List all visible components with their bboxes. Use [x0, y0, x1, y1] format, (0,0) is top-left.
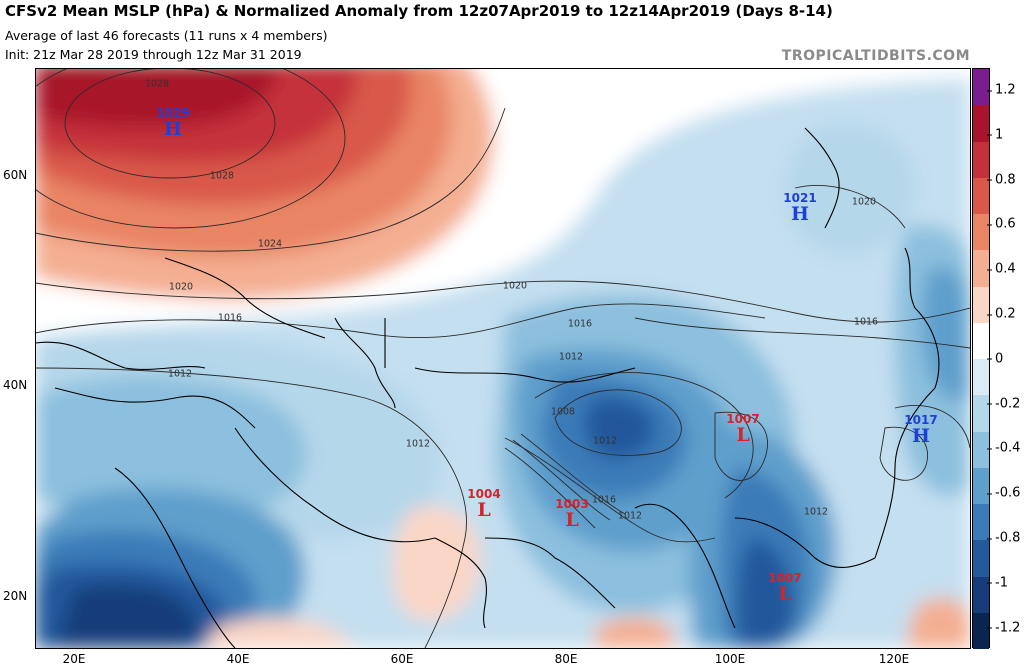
- pressure-letter: L: [736, 424, 750, 446]
- colorbar-segment: [973, 141, 989, 178]
- colorbar-tick-label: 1.2: [987, 82, 1016, 98]
- map-title: CFSv2 Mean MSLP (hPa) & Normalized Anoma…: [5, 2, 833, 20]
- colorbar-segment: [973, 359, 989, 396]
- low-pressure-center: 1004 L: [467, 488, 500, 520]
- isobar-label: 1008: [550, 406, 576, 418]
- colorbar-tick-label: -1: [987, 575, 1008, 591]
- anomaly-map: [35, 68, 970, 648]
- colorbar-segment: [973, 250, 989, 287]
- pressure-value: 1029: [156, 106, 190, 120]
- init-time: Init: 21z Mar 28 2019 through 12z Mar 31…: [5, 47, 302, 62]
- pressure-value: 1021: [783, 191, 817, 205]
- pressure-value: 1004: [467, 487, 501, 501]
- colorbar-tick-label: 1: [986, 127, 1004, 143]
- pressure-letter: L: [778, 583, 792, 605]
- colorbar-tick-label: 0.6: [987, 216, 1016, 232]
- pressure-letter: L: [565, 509, 579, 531]
- isobar-label: 1012: [167, 368, 193, 380]
- coastlines: [35, 127, 940, 648]
- pressure-value: 1003: [555, 497, 589, 511]
- high-pressure-center: 1029 H: [156, 107, 189, 139]
- colorbar-segment: [973, 69, 989, 106]
- isobar-label: 1028: [144, 78, 170, 90]
- colorbar-segment: [973, 105, 989, 142]
- isobar-label: 1016: [591, 494, 617, 506]
- pressure-value: 1017: [904, 413, 938, 427]
- isobar-label: 1024: [257, 238, 283, 250]
- colorbar-tick-label: 0.8: [987, 172, 1016, 188]
- isobar-label: 1012: [803, 506, 829, 518]
- isobar-label: 1012: [617, 510, 643, 522]
- brand-watermark: TROPICALTIDBITS.COM: [781, 48, 970, 64]
- isobar-label: 1012: [592, 435, 618, 447]
- lon-label-40e: 40E: [226, 652, 250, 666]
- colorbar-segment: [973, 177, 989, 214]
- lon-label-120e: 120E: [878, 652, 910, 666]
- pressure-value: 1007: [726, 412, 760, 426]
- lat-label-20n: 20N: [3, 589, 28, 603]
- pressure-letter: H: [912, 425, 930, 447]
- pressure-value: 1007: [768, 571, 802, 585]
- isobar-label: 1020: [851, 196, 877, 208]
- isobar-label: 1028: [209, 170, 235, 182]
- colorbar-segment: [973, 286, 989, 323]
- colorbar-segment: [973, 322, 989, 359]
- low-pressure-center: 1007 L: [768, 572, 801, 604]
- colorbar-tick-label: -0.4: [986, 440, 1021, 456]
- colorbar-tick-label: -0.8: [986, 530, 1021, 546]
- colorbar-tick-label: -0.2: [986, 396, 1021, 412]
- lon-label-20e: 20E: [62, 652, 86, 666]
- colorbar-segment: [973, 540, 989, 577]
- high-pressure-center: 1017 H: [904, 414, 937, 446]
- isobar-label: 1020: [502, 280, 528, 292]
- colorbar-segment: [973, 467, 989, 504]
- low-pressure-center: 1007 L: [726, 413, 759, 445]
- isobar-label: 1012: [558, 351, 584, 363]
- low-pressure-center: 1003 L: [555, 498, 588, 530]
- lat-label-60n: 60N: [3, 168, 28, 182]
- isobar-label: 1016: [217, 312, 243, 324]
- pressure-letter: H: [791, 203, 809, 225]
- lon-label-100e: 100E: [714, 652, 746, 666]
- lon-label-60e: 60E: [390, 652, 414, 666]
- colorbar-tick-label: -0.6: [986, 485, 1021, 501]
- colorbar-segment: [973, 214, 989, 251]
- lat-label-40n: 40N: [3, 378, 28, 392]
- isobar-label: 1016: [853, 316, 879, 328]
- colorbar-tick-label: 0.4: [987, 261, 1016, 277]
- anomaly-field: [35, 68, 970, 648]
- pressure-letter: L: [477, 499, 491, 521]
- colorbar-segment: [973, 395, 989, 432]
- pressure-letter: H: [164, 118, 182, 140]
- colorbar-segment: [973, 504, 989, 541]
- anomaly-colorbar: [972, 68, 990, 649]
- isobar-label: 1012: [405, 438, 431, 450]
- high-pressure-center: 1021 H: [783, 192, 816, 224]
- colorbar-segment: [973, 576, 989, 613]
- isobar-label: 1016: [567, 318, 593, 330]
- colorbar-tick-label: 0: [986, 351, 1004, 367]
- isobar-lines: [35, 68, 970, 648]
- colorbar-tick-label: -1.2: [986, 620, 1021, 636]
- colorbar-tick-label: 0.2: [987, 306, 1016, 322]
- isobar-label: 1020: [168, 281, 194, 293]
- colorbar-segment: [973, 612, 989, 649]
- lon-label-80e: 80E: [554, 652, 578, 666]
- map-subtitle: Average of last 46 forecasts (11 runs x …: [5, 28, 328, 43]
- colorbar-segment: [973, 431, 989, 468]
